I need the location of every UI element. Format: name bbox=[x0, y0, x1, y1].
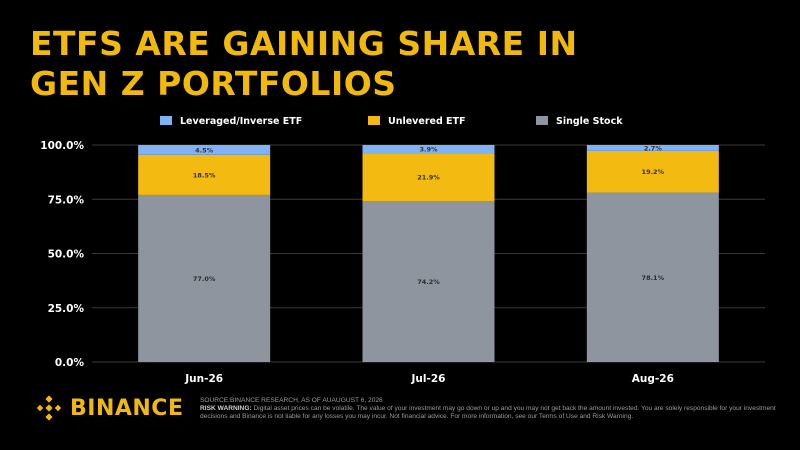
data-label: 74.2% bbox=[417, 278, 440, 286]
bar-segment-leveraged bbox=[138, 145, 271, 155]
bar-segment-unlevered bbox=[138, 154, 271, 195]
y-tick-label: 25.0% bbox=[48, 303, 85, 315]
y-tick-label: 0.0% bbox=[55, 357, 85, 369]
y-axis: 0.0% 25.0% 50.0% 75.0% 100.0% bbox=[40, 140, 84, 369]
risk-warning: RISK WARNING: Digital asset prices can b… bbox=[200, 405, 790, 421]
binance-logo: BINANCE bbox=[34, 394, 183, 422]
risk-warning-label: RISK WARNING: bbox=[200, 405, 252, 412]
data-label: 78.1% bbox=[642, 274, 665, 282]
bar-segment-unlevered bbox=[362, 153, 495, 201]
x-tick-label: Jul-26 bbox=[411, 373, 446, 385]
chart-legend: Leveraged/Inverse ETF Unlevered ETF Single… bbox=[160, 116, 623, 127]
legend-swatch-single bbox=[536, 116, 548, 125]
title-line-2: GEN Z PORTFOLIOS bbox=[30, 64, 397, 103]
risk-warning-text: Digital asset prices can be volatile. Th… bbox=[200, 405, 776, 420]
bar-segment-single bbox=[138, 194, 271, 362]
x-tick-label: Aug-26 bbox=[632, 373, 674, 385]
legend-label: Unlevered ETF bbox=[388, 116, 466, 127]
page-title: ETFS ARE GAINING SHARE IN GEN Z PORTFOLI… bbox=[30, 24, 650, 104]
footer-disclaimer: SOURCE:BINANCE RESEARCH, AS OF AUAUGUST … bbox=[200, 397, 790, 421]
bar-segment-leveraged bbox=[586, 145, 719, 151]
source-note: SOURCE:BINANCE RESEARCH, AS OF AUAUGUST … bbox=[200, 397, 383, 404]
title-line-1: ETFS ARE GAINING SHARE IN bbox=[30, 24, 578, 63]
data-label: 77.0% bbox=[193, 275, 216, 283]
data-label: 2.7% bbox=[644, 144, 663, 152]
y-tick-label: 50.0% bbox=[48, 249, 85, 261]
x-tick-label: Jun-26 bbox=[184, 373, 223, 385]
x-axis: Jun-26 Jul-26 Aug-26 bbox=[184, 373, 674, 385]
bar-segment-unlevered bbox=[586, 150, 719, 193]
brand-name: BINANCE bbox=[70, 395, 184, 421]
chart-bars: 77.0% 18.5% 4.5% 74.2% 21.9% 3.9% 78.1% 19.2% 2.… bbox=[138, 144, 719, 362]
legend-swatch-leveraged bbox=[160, 116, 172, 125]
bar-segment-single bbox=[362, 200, 495, 362]
bar-segment-leveraged bbox=[362, 145, 495, 154]
y-tick-label: 100.0% bbox=[40, 140, 84, 152]
y-tick-label: 75.0% bbox=[48, 194, 85, 206]
data-label: 18.5% bbox=[193, 171, 216, 179]
bar-segment-single bbox=[586, 192, 719, 362]
data-label: 19.2% bbox=[642, 168, 665, 176]
data-label: 3.9% bbox=[419, 146, 438, 154]
legend-label: Leveraged/Inverse ETF bbox=[180, 116, 302, 127]
data-label: 4.5% bbox=[195, 146, 214, 154]
binance-diamond-icon bbox=[36, 395, 62, 421]
data-label: 21.9% bbox=[417, 174, 440, 182]
legend-swatch-unlevered bbox=[368, 116, 380, 125]
legend-label: Single Stock bbox=[556, 116, 623, 127]
